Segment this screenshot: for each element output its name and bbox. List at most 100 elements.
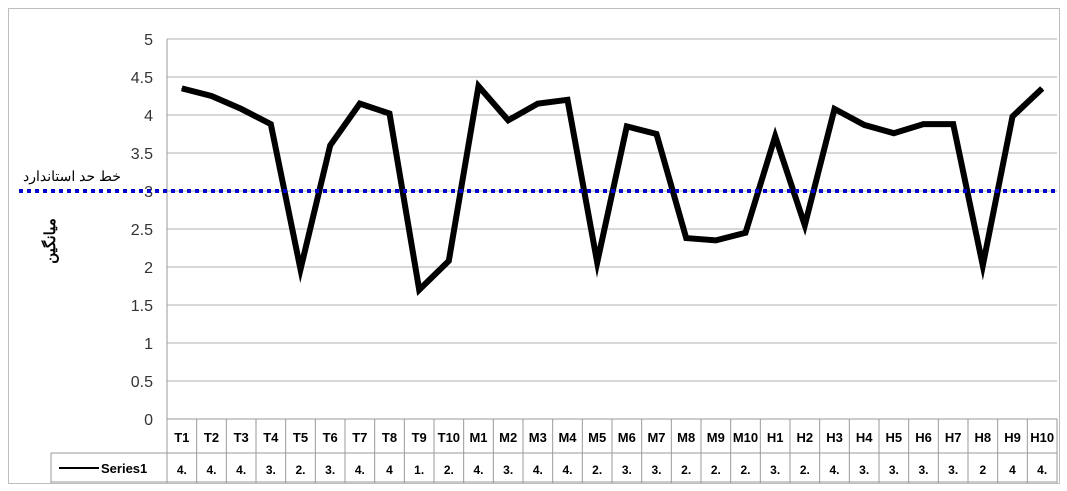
category-label: T1 bbox=[174, 430, 189, 445]
data-point bbox=[1041, 87, 1043, 89]
category-label: T5 bbox=[293, 430, 308, 445]
y-tick-label: 4 bbox=[144, 108, 153, 125]
category-label: H3 bbox=[826, 430, 843, 445]
data-point bbox=[359, 103, 361, 105]
data-point bbox=[745, 232, 746, 234]
table-value-cell: 2. bbox=[711, 463, 721, 477]
table-value-cell: 2. bbox=[444, 463, 454, 477]
category-label: H2 bbox=[797, 430, 814, 445]
category-label: T8 bbox=[382, 430, 397, 445]
data-point bbox=[626, 125, 628, 127]
y-tick-label: 0 bbox=[144, 412, 153, 429]
data-point bbox=[596, 261, 598, 263]
chart-frame: 00.511.522.533.544.55 T14.T24.T34.T43.T5… bbox=[8, 8, 1060, 484]
table-value-cell: 2. bbox=[681, 463, 691, 477]
data-table: T1 4. T2 4. T3 4. T4 3. T5 2. T6 3. T7 4. T8 4 T9 1. T10 2.… bbox=[50, 418, 1058, 483]
table-value-cell: 2. bbox=[740, 463, 750, 477]
data-point bbox=[389, 112, 390, 114]
table-value-cell: 4. bbox=[206, 463, 216, 477]
y-axis-label: میانگین bbox=[41, 218, 59, 264]
table-value-cell: 4. bbox=[473, 463, 483, 477]
y-tick-label: 1.5 bbox=[131, 298, 153, 315]
table-value-cell: 2. bbox=[295, 463, 305, 477]
data-point bbox=[329, 144, 331, 146]
y-tick-label: 1 bbox=[144, 336, 153, 353]
data-point bbox=[270, 123, 272, 125]
data-point bbox=[1012, 116, 1013, 118]
table-value-cell: 4. bbox=[1037, 463, 1047, 477]
category-label: M6 bbox=[618, 430, 636, 445]
category-label: H4 bbox=[856, 430, 873, 445]
data-point bbox=[834, 108, 835, 110]
data-point bbox=[715, 239, 717, 241]
table-value-cell: 3. bbox=[859, 463, 869, 477]
data-point bbox=[300, 268, 301, 270]
table-value-cell: 3. bbox=[918, 463, 928, 477]
category-label: H8 bbox=[975, 430, 992, 445]
category-label: M1 bbox=[469, 430, 487, 445]
category-label: H1 bbox=[767, 430, 784, 445]
category-label: T3 bbox=[234, 430, 249, 445]
y-tick-label: 0.5 bbox=[131, 374, 153, 391]
category-label: H7 bbox=[945, 430, 962, 445]
table-value-cell: 4 bbox=[1009, 463, 1016, 477]
data-point bbox=[418, 289, 420, 291]
series-layer bbox=[181, 79, 1045, 296]
data-point bbox=[923, 123, 924, 125]
table-value-cell: 2. bbox=[800, 463, 810, 477]
category-label: M8 bbox=[677, 430, 695, 445]
data-point bbox=[567, 99, 568, 101]
category-label: M10 bbox=[733, 430, 758, 445]
data-point bbox=[656, 133, 657, 135]
y-tick-label: 4.5 bbox=[131, 70, 153, 87]
category-label: T2 bbox=[204, 430, 219, 445]
table-value-cell: 4. bbox=[355, 463, 365, 477]
category-label: T7 bbox=[352, 430, 367, 445]
data-point bbox=[181, 87, 183, 89]
table-value-cell: 1. bbox=[414, 463, 424, 477]
category-label: M9 bbox=[707, 430, 725, 445]
data-point bbox=[952, 123, 954, 125]
y-axis-ticks: 00.511.522.533.544.55 bbox=[131, 32, 153, 429]
data-point bbox=[240, 108, 242, 110]
category-label: T9 bbox=[412, 430, 427, 445]
data-point bbox=[211, 95, 212, 97]
category-label: H6 bbox=[915, 430, 932, 445]
gridlines bbox=[166, 38, 1057, 483]
category-label: M7 bbox=[647, 430, 665, 445]
category-label: M3 bbox=[529, 430, 547, 445]
table-value-cell: 4. bbox=[533, 463, 543, 477]
y-tick-label: 3.5 bbox=[131, 146, 153, 163]
data-point bbox=[774, 135, 776, 137]
table-value-cell: 4. bbox=[829, 463, 839, 477]
table-value-cell: 3. bbox=[325, 463, 335, 477]
table-value-cell: 4. bbox=[562, 463, 572, 477]
category-label: M4 bbox=[558, 430, 577, 445]
category-label: T10 bbox=[438, 430, 460, 445]
reference-line-label: خط حد استاندارد bbox=[23, 168, 121, 185]
data-point bbox=[537, 103, 539, 105]
category-label: T6 bbox=[323, 430, 338, 445]
table-value-cell: 2. bbox=[592, 463, 602, 477]
table-value-cell: 4 bbox=[386, 463, 393, 477]
series-line bbox=[181, 79, 1045, 296]
y-tick-label: 5 bbox=[144, 32, 153, 49]
table-value-cell: 4. bbox=[236, 463, 246, 477]
category-label: T4 bbox=[263, 430, 279, 445]
y-tick-label: 2.5 bbox=[131, 222, 153, 239]
table-value-cell: 3. bbox=[948, 463, 958, 477]
data-point bbox=[893, 132, 895, 134]
y-tick-label: 2 bbox=[144, 260, 153, 277]
category-label: M5 bbox=[588, 430, 606, 445]
data-point bbox=[863, 124, 865, 126]
data-point bbox=[804, 224, 806, 226]
category-label: H10 bbox=[1030, 430, 1054, 445]
table-value-cell: 3. bbox=[770, 463, 780, 477]
line-chart: 00.511.522.533.544.55 T14.T24.T34.T43.T5… bbox=[19, 32, 1058, 483]
table-value-cell: 3. bbox=[889, 463, 899, 477]
data-point bbox=[507, 119, 509, 121]
table-value-cell: 3. bbox=[651, 463, 661, 477]
table-value-cell: 3. bbox=[503, 463, 513, 477]
table-value-cell: 4. bbox=[177, 463, 187, 477]
table-value-cell: 3. bbox=[622, 463, 632, 477]
